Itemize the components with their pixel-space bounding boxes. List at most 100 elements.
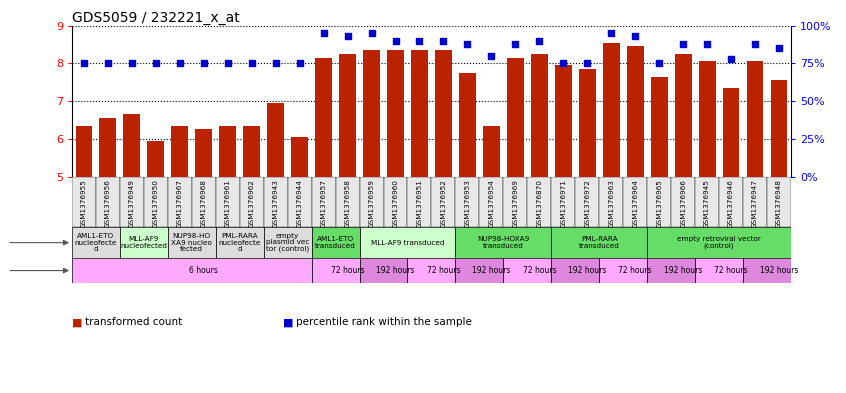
Text: transformed count: transformed count bbox=[85, 317, 182, 327]
Point bbox=[316, 30, 330, 36]
Point bbox=[173, 60, 186, 66]
Bar bbox=[360, 258, 408, 283]
Point bbox=[652, 60, 666, 66]
Text: GSM1376943: GSM1376943 bbox=[272, 179, 278, 228]
Bar bbox=[264, 177, 288, 227]
Point bbox=[677, 40, 690, 47]
Text: PML-RARA
nucleofecte
d: PML-RARA nucleofecte d bbox=[218, 233, 261, 252]
Text: GSM1376964: GSM1376964 bbox=[632, 179, 638, 228]
Bar bbox=[599, 177, 624, 227]
Text: 72 hours: 72 hours bbox=[523, 266, 556, 275]
Point bbox=[485, 53, 498, 59]
Bar bbox=[455, 227, 552, 258]
Bar bbox=[267, 103, 284, 177]
Text: 6 hours: 6 hours bbox=[190, 266, 218, 275]
Text: GSM1376950: GSM1376950 bbox=[153, 179, 159, 228]
Bar bbox=[216, 227, 264, 258]
Text: GSM1376958: GSM1376958 bbox=[344, 179, 350, 228]
Point bbox=[365, 30, 378, 36]
Bar bbox=[699, 61, 716, 177]
Bar bbox=[599, 258, 647, 283]
Bar bbox=[771, 80, 788, 177]
Text: 192 hours: 192 hours bbox=[568, 266, 607, 275]
Bar bbox=[603, 42, 619, 177]
Bar bbox=[552, 227, 647, 258]
Point bbox=[508, 40, 522, 47]
Text: GSM1376969: GSM1376969 bbox=[513, 179, 519, 228]
Point bbox=[245, 60, 259, 66]
Bar bbox=[555, 65, 572, 177]
Bar bbox=[75, 126, 92, 177]
Point bbox=[221, 60, 234, 66]
Text: GSM1376968: GSM1376968 bbox=[201, 179, 206, 228]
Text: GSM1376870: GSM1376870 bbox=[536, 179, 542, 228]
Text: 192 hours: 192 hours bbox=[664, 266, 702, 275]
Text: GDS5059 / 232221_x_at: GDS5059 / 232221_x_at bbox=[72, 11, 239, 24]
Bar bbox=[575, 177, 599, 227]
Text: empty
plasmid vec
tor (control): empty plasmid vec tor (control) bbox=[266, 233, 310, 252]
Text: NUP98-HO
XA9 nucleo
fected: NUP98-HO XA9 nucleo fected bbox=[172, 233, 212, 252]
Text: GSM1376952: GSM1376952 bbox=[441, 179, 447, 228]
Bar bbox=[695, 177, 719, 227]
Text: 72 hours: 72 hours bbox=[331, 266, 365, 275]
Bar bbox=[172, 126, 188, 177]
Text: GSM1376955: GSM1376955 bbox=[81, 179, 87, 228]
Point bbox=[580, 60, 594, 66]
Text: GSM1376951: GSM1376951 bbox=[416, 179, 422, 228]
Point bbox=[557, 60, 570, 66]
Point bbox=[149, 60, 162, 66]
Bar bbox=[311, 258, 360, 283]
Bar bbox=[552, 258, 599, 283]
Bar bbox=[431, 177, 455, 227]
Bar bbox=[455, 258, 503, 283]
Bar bbox=[527, 177, 552, 227]
Bar bbox=[483, 126, 500, 177]
Bar bbox=[455, 177, 480, 227]
Bar bbox=[503, 258, 552, 283]
Bar bbox=[316, 58, 332, 177]
Bar bbox=[408, 177, 431, 227]
Text: GSM1376961: GSM1376961 bbox=[225, 179, 231, 228]
Point bbox=[460, 40, 474, 47]
Bar bbox=[627, 46, 644, 177]
Bar bbox=[435, 50, 452, 177]
Bar bbox=[72, 227, 120, 258]
Bar bbox=[719, 177, 743, 227]
Bar bbox=[120, 227, 168, 258]
Text: 192 hours: 192 hours bbox=[760, 266, 799, 275]
Bar bbox=[291, 137, 308, 177]
Bar bbox=[144, 177, 168, 227]
Bar bbox=[239, 177, 264, 227]
Point bbox=[700, 40, 714, 47]
Text: 72 hours: 72 hours bbox=[426, 266, 460, 275]
Text: GSM1376966: GSM1376966 bbox=[680, 179, 686, 228]
Bar bbox=[722, 88, 739, 177]
Text: 72 hours: 72 hours bbox=[714, 266, 748, 275]
Text: MLL-AF9 transduced: MLL-AF9 transduced bbox=[371, 240, 444, 246]
Bar bbox=[360, 177, 383, 227]
Bar bbox=[311, 177, 336, 227]
Bar bbox=[72, 258, 311, 283]
Bar bbox=[264, 227, 311, 258]
Bar bbox=[360, 227, 455, 258]
Text: GSM1376956: GSM1376956 bbox=[105, 179, 111, 228]
Text: GSM1376949: GSM1376949 bbox=[129, 179, 135, 228]
Bar bbox=[695, 258, 743, 283]
Bar bbox=[363, 50, 380, 177]
Point bbox=[724, 56, 738, 62]
Bar bbox=[647, 258, 695, 283]
Text: 192 hours: 192 hours bbox=[472, 266, 511, 275]
Text: GSM1376967: GSM1376967 bbox=[177, 179, 183, 228]
Bar bbox=[743, 177, 767, 227]
Point bbox=[269, 60, 283, 66]
Bar bbox=[311, 227, 360, 258]
Bar bbox=[507, 58, 524, 177]
Point bbox=[101, 60, 114, 66]
Bar bbox=[647, 177, 671, 227]
Point bbox=[604, 30, 618, 36]
Text: GSM1376947: GSM1376947 bbox=[752, 179, 758, 228]
Bar bbox=[147, 141, 164, 177]
Point bbox=[772, 45, 786, 51]
Text: PML-RARA
transduced: PML-RARA transduced bbox=[579, 237, 619, 249]
Bar bbox=[192, 177, 216, 227]
